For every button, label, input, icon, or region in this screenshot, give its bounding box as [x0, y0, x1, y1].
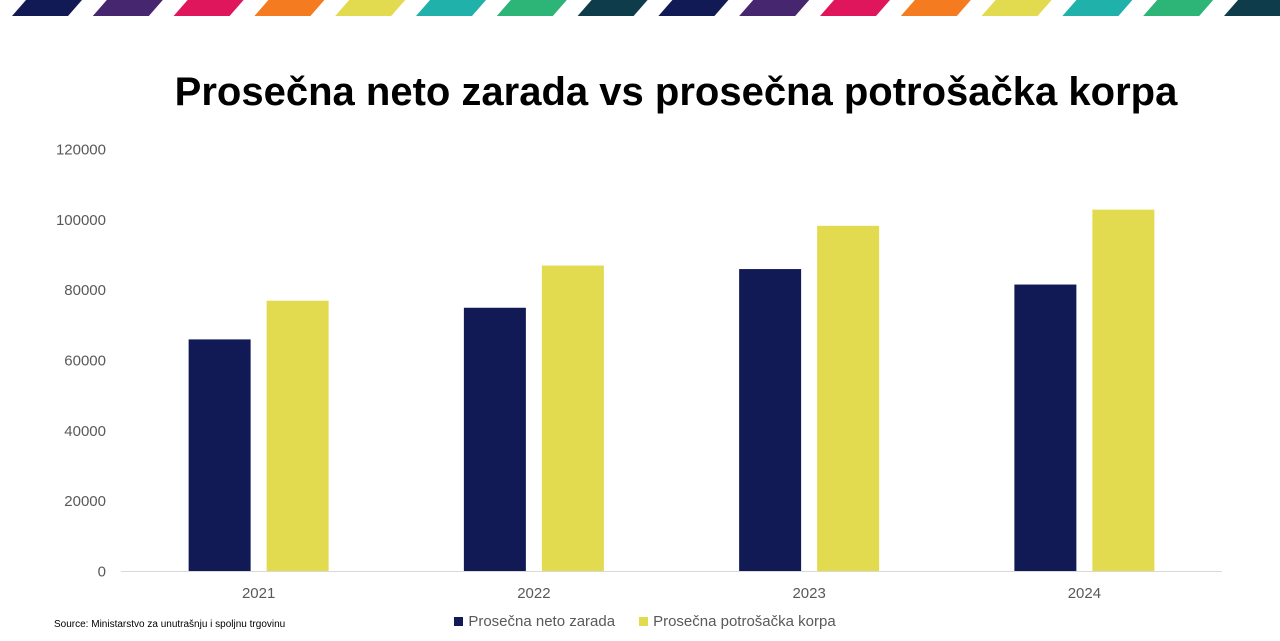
legend-item-neto-zarada: Prosečna neto zarada [454, 613, 615, 630]
x-tick-label: 2023 [792, 585, 825, 602]
y-axis: 0 20000 40000 60000 80000 100000 120000 [56, 142, 106, 581]
legend: Prosečna neto zarada Prosečna potrošačka… [0, 613, 1280, 630]
x-tick-label: 2024 [1068, 585, 1101, 602]
chart-title: Prosečna neto zarada vs prosečna potroša… [174, 70, 1178, 114]
legend-label-potrosacka-korpa: Prosečna potrošačka korpa [653, 613, 836, 630]
legend-swatch-potrosacka-korpa [639, 617, 649, 626]
y-tick-label: 100000 [56, 212, 106, 229]
x-tick-label: 2022 [517, 585, 550, 602]
source-note: Source: Ministarstvo za unutrašnju i spo… [54, 619, 286, 630]
stripe-segment [12, 0, 82, 16]
stripe-segment [658, 0, 729, 16]
stripe-segment [335, 0, 406, 16]
stripe-segment [1062, 0, 1133, 16]
bar-potrosacka-korpa-2023 [817, 225, 880, 572]
stripe-segment [92, 0, 163, 16]
y-tick-label: 20000 [64, 493, 106, 510]
decorative-stripe-band [12, 0, 1280, 16]
bar-potrosacka-korpa-2022 [541, 265, 604, 572]
stripe-segment [496, 0, 567, 16]
y-tick-label: 60000 [64, 353, 106, 370]
legend-swatch-neto-zarada [454, 617, 464, 626]
bar-group [188, 209, 1155, 572]
stripe-segment [820, 0, 890, 16]
bar-neto-zarada-2021 [188, 339, 251, 572]
x-tick-label: 2021 [242, 585, 275, 602]
bar-neto-zarada-2023 [739, 269, 802, 572]
y-tick-label: 0 [98, 564, 106, 581]
x-axis: 2021 2022 2023 2024 [242, 585, 1101, 602]
stripe-segment [254, 0, 325, 16]
stripe-segment [416, 0, 486, 16]
legend-label-neto-zarada: Prosečna neto zarada [468, 613, 616, 630]
y-tick-label: 120000 [56, 142, 106, 159]
bar-potrosacka-korpa-2021 [266, 300, 329, 572]
stripe-segment [900, 0, 971, 16]
bar-neto-zarada-2022 [463, 307, 526, 572]
legend-item-potrosacka-korpa: Prosečna potrošačka korpa [639, 613, 836, 630]
stripe-segment [1224, 0, 1280, 16]
stripe-segment [577, 0, 648, 16]
stripe-segment [173, 0, 244, 16]
stripe-segment [739, 0, 810, 16]
bar-neto-zarada-2024 [1014, 284, 1077, 572]
y-tick-label: 40000 [64, 423, 106, 440]
stripe-segment [1143, 0, 1214, 16]
bar-potrosacka-korpa-2024 [1092, 209, 1155, 572]
stripe-segment [981, 0, 1052, 16]
y-tick-label: 80000 [64, 282, 106, 299]
